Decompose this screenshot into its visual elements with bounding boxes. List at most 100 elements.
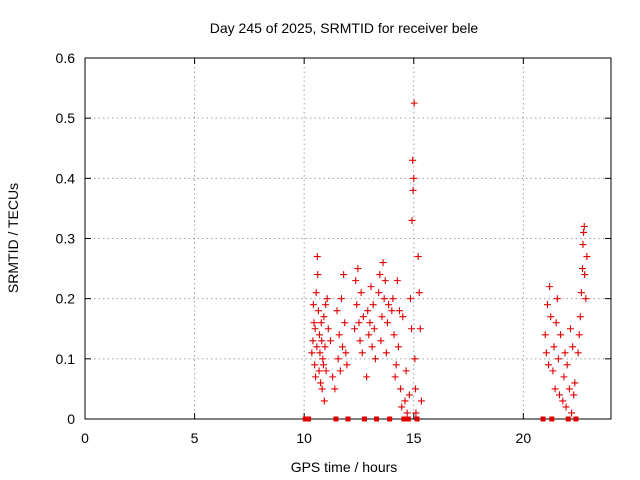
data-point xyxy=(569,343,577,351)
data-point xyxy=(322,367,330,375)
data-point xyxy=(358,349,366,357)
data-point xyxy=(367,283,375,291)
data-point xyxy=(580,228,588,236)
data-point xyxy=(546,283,554,291)
data-point xyxy=(309,301,317,309)
data-point xyxy=(373,416,379,422)
data-point xyxy=(316,331,324,339)
data-point xyxy=(359,313,367,321)
data-point xyxy=(380,295,388,303)
data-point xyxy=(401,397,409,405)
data-point xyxy=(570,391,578,399)
data-point xyxy=(322,301,330,309)
data-point xyxy=(310,319,318,327)
y-tick-label: 0.6 xyxy=(56,50,76,66)
data-point xyxy=(323,295,331,303)
data-point xyxy=(343,361,351,369)
data-point xyxy=(549,416,555,422)
data-point xyxy=(412,409,420,417)
data-point xyxy=(402,367,410,375)
data-point xyxy=(318,385,326,393)
data-point xyxy=(411,355,419,363)
data-point xyxy=(329,373,337,381)
data-point xyxy=(379,259,387,267)
data-point xyxy=(566,325,574,333)
data-point xyxy=(337,295,345,303)
data-point xyxy=(405,416,411,422)
data-point xyxy=(342,349,350,357)
y-tick-label: 0.2 xyxy=(56,291,76,307)
data-point xyxy=(324,325,332,333)
data-point xyxy=(577,289,585,297)
data-point xyxy=(352,277,360,285)
data-point xyxy=(551,385,559,393)
data-point xyxy=(333,416,339,422)
data-point xyxy=(560,373,568,381)
data-point xyxy=(355,319,363,327)
data-point xyxy=(542,349,550,357)
data-point xyxy=(403,409,411,417)
data-point xyxy=(405,391,413,399)
data-point xyxy=(317,319,325,327)
data-point xyxy=(313,343,321,351)
y-tick-label: 0 xyxy=(67,411,75,427)
data-point xyxy=(361,416,367,422)
data-point xyxy=(335,331,343,339)
data-point xyxy=(371,355,379,363)
data-point xyxy=(341,319,349,327)
data-point xyxy=(366,319,374,327)
data-point xyxy=(583,253,591,261)
data-point xyxy=(353,301,361,309)
data-point xyxy=(399,313,407,321)
data-point xyxy=(318,337,326,345)
x-tick-label: 0 xyxy=(81,430,89,446)
data-point xyxy=(387,416,393,422)
data-points xyxy=(302,99,591,422)
data-point xyxy=(351,325,359,333)
data-point xyxy=(575,331,583,339)
data-point xyxy=(302,416,308,422)
data-point xyxy=(541,331,549,339)
data-point xyxy=(408,325,416,333)
data-point xyxy=(582,295,590,303)
data-point xyxy=(392,361,400,369)
data-point xyxy=(381,277,389,285)
data-point xyxy=(549,367,557,375)
data-point xyxy=(331,385,339,393)
data-point xyxy=(394,343,402,351)
data-point xyxy=(334,355,342,363)
data-point xyxy=(388,307,396,315)
data-point xyxy=(571,379,579,387)
data-point xyxy=(393,277,401,285)
data-point xyxy=(336,367,344,375)
data-point xyxy=(333,307,341,315)
y-axis-label: SRMTID / TECUs xyxy=(5,183,21,293)
grid-lines xyxy=(85,58,611,419)
data-point xyxy=(543,301,551,309)
x-tick-label: 20 xyxy=(516,430,532,446)
data-point xyxy=(565,416,571,422)
data-point xyxy=(319,355,327,363)
data-point xyxy=(414,416,420,422)
data-point xyxy=(321,343,329,351)
data-point xyxy=(368,343,376,351)
data-point xyxy=(363,373,371,381)
data-point xyxy=(547,313,555,321)
y-tick-label: 0.4 xyxy=(56,170,76,186)
data-point xyxy=(313,253,321,261)
data-point xyxy=(311,325,319,333)
data-point xyxy=(383,319,391,327)
data-point xyxy=(580,222,588,230)
data-point xyxy=(554,355,562,363)
y-tick-label: 0.3 xyxy=(56,231,76,247)
data-point xyxy=(370,325,378,333)
data-point xyxy=(315,367,323,375)
data-point xyxy=(412,385,420,393)
data-point xyxy=(559,397,567,405)
data-point xyxy=(565,385,573,393)
data-point xyxy=(550,343,558,351)
data-point xyxy=(314,307,322,315)
data-point xyxy=(312,289,320,297)
data-point xyxy=(555,391,563,399)
